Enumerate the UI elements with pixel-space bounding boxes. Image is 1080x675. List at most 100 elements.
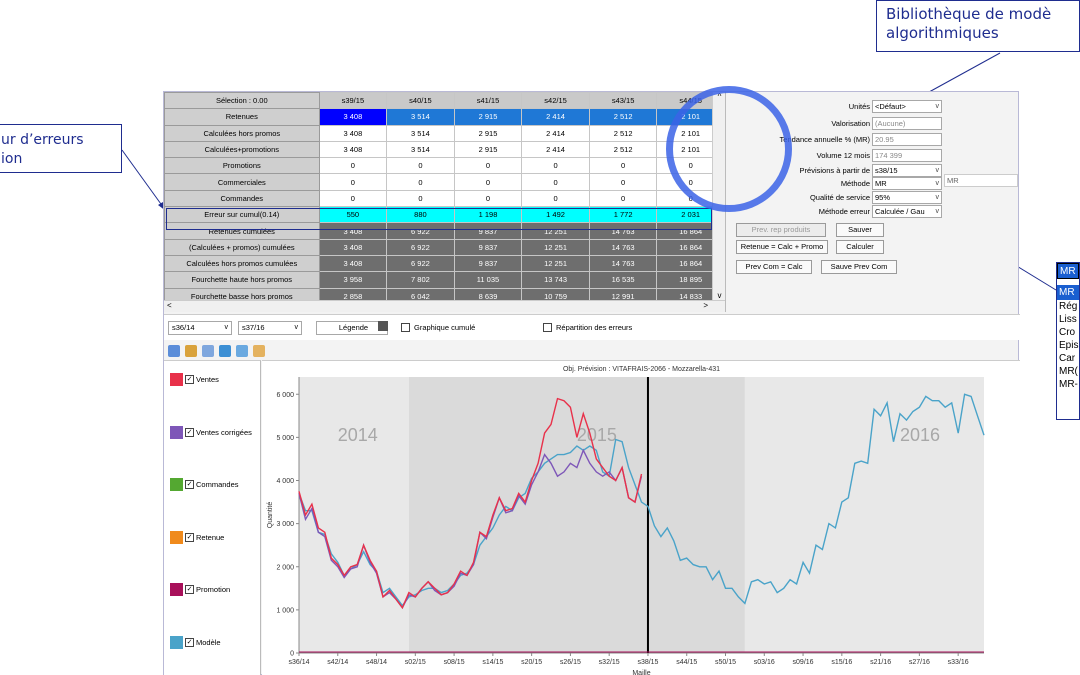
qualite-select[interactable]: 95% v xyxy=(872,191,942,204)
legend-checkbox[interactable]: ✓ xyxy=(185,480,194,489)
methode-select[interactable]: MR v xyxy=(872,177,942,190)
grid-cell[interactable]: 0 xyxy=(318,157,388,175)
grid-vertical-scrollbar[interactable]: ^ v xyxy=(712,92,725,300)
prevision-select[interactable]: s38/15 v xyxy=(872,164,942,177)
sauver-button[interactable]: Sauver xyxy=(836,223,884,237)
method-list-selected[interactable]: MR xyxy=(1057,285,1079,300)
grid-cell[interactable]: 0 xyxy=(453,189,523,208)
row-label[interactable]: Fourchette haute hors promos xyxy=(164,271,320,289)
grid-cell[interactable]: 16 535 xyxy=(588,271,658,289)
volume-field[interactable]: 174 399 xyxy=(872,149,942,162)
from-week-select[interactable]: s36/14 v xyxy=(168,321,232,335)
scroll-left-icon[interactable]: < xyxy=(167,301,172,310)
week-header[interactable]: s42/15 xyxy=(521,92,590,110)
grid-cell[interactable]: 1 492 xyxy=(521,206,590,224)
week-header[interactable]: s41/15 xyxy=(453,92,523,110)
grid-cell[interactable]: 2 512 xyxy=(588,108,658,126)
grid-cell[interactable]: 6 922 xyxy=(386,238,455,256)
grid-cell[interactable]: 6 922 xyxy=(386,254,455,273)
grid-cell[interactable]: 14 763 xyxy=(588,238,658,256)
grid-cell[interactable]: 16 864 xyxy=(656,254,725,273)
grid-cell[interactable]: 3 514 xyxy=(386,140,455,159)
row-label[interactable]: Commandes xyxy=(164,189,320,208)
grid-cell[interactable]: 7 802 xyxy=(386,271,455,289)
method-list-item[interactable]: Rég xyxy=(1059,301,1078,312)
grid-cell[interactable]: 0 xyxy=(521,173,590,191)
grid-cell[interactable]: 3 408 xyxy=(318,124,388,142)
legend-checkbox[interactable]: ✓ xyxy=(185,532,194,542)
grid-cell[interactable]: 12 251 xyxy=(521,238,590,256)
grid-cell[interactable]: 9 837 xyxy=(453,254,523,273)
row-label[interactable]: Retenues xyxy=(164,108,320,126)
grid-cell[interactable]: 3 514 xyxy=(386,108,455,126)
prev-com-calc-button[interactable]: Prev Com = Calc xyxy=(736,260,812,274)
tendance-field[interactable]: 20.95 xyxy=(872,133,942,146)
week-header[interactable]: s39/15 xyxy=(318,92,388,110)
grid-cell[interactable]: 2 915 xyxy=(453,124,523,142)
sauve-prev-com-button[interactable]: Sauve Prev Com xyxy=(821,260,897,274)
grid-cell[interactable]: 13 743 xyxy=(521,271,590,289)
grid-cell[interactable]: 3 408 xyxy=(318,140,388,159)
grid-cell[interactable]: 3 958 xyxy=(318,271,388,289)
repartition-checkbox[interactable] xyxy=(543,323,552,332)
grid-cell[interactable]: 2 512 xyxy=(588,140,658,159)
grid-cell[interactable]: 14 763 xyxy=(588,254,658,273)
grid-cell[interactable]: 16 864 xyxy=(656,238,725,256)
row-label[interactable]: Commerciales xyxy=(164,173,320,191)
grid-cell[interactable]: 0 xyxy=(318,189,388,208)
grid-cell[interactable]: 880 xyxy=(386,206,455,224)
unites-select[interactable]: <Défaut> v xyxy=(872,100,942,113)
grid-cell[interactable]: 3 408 xyxy=(318,108,388,126)
grid-cell[interactable]: 0 xyxy=(521,189,590,208)
grid-cell[interactable]: 11 035 xyxy=(453,271,523,289)
methode-erreur-select[interactable]: Calculée / Gau v xyxy=(872,205,942,218)
grid-cell[interactable]: 3 408 xyxy=(318,222,388,240)
grid-cell[interactable]: 9 837 xyxy=(453,222,523,240)
grid-cell[interactable]: 0 xyxy=(386,173,455,191)
scroll-up-icon[interactable]: ^ xyxy=(717,92,722,101)
valorisation-field[interactable]: (Aucune) xyxy=(872,117,942,130)
send-icon[interactable] xyxy=(219,345,231,357)
grid-cell[interactable]: 18 895 xyxy=(656,271,725,289)
legend-checkbox[interactable]: ✓ xyxy=(185,375,194,384)
grid-horizontal-scrollbar[interactable]: < > xyxy=(164,300,725,312)
week-header[interactable]: s43/15 xyxy=(588,92,658,110)
grid-cell[interactable]: 2 512 xyxy=(588,124,658,142)
method-list-item[interactable]: MR( xyxy=(1059,366,1078,377)
grid-cell[interactable]: 0 xyxy=(588,157,658,175)
week-header[interactable]: s44/15 xyxy=(656,92,725,110)
grid-cell[interactable]: 3 408 xyxy=(318,254,388,273)
grid-cell[interactable]: 0 xyxy=(453,173,523,191)
table-icon[interactable] xyxy=(202,345,214,357)
grid-cell[interactable]: 0 xyxy=(386,189,455,208)
grid-cell[interactable]: 3 514 xyxy=(386,124,455,142)
grid-cell[interactable]: 3 408 xyxy=(318,238,388,256)
method-list-item[interactable]: Epis xyxy=(1059,340,1079,351)
prev-rep-produits-button[interactable]: Prev. rep produits xyxy=(736,223,826,237)
row-label[interactable]: Promotions xyxy=(164,157,320,175)
grid-cell[interactable]: 0 xyxy=(318,173,388,191)
grid-cell[interactable]: 0 xyxy=(453,157,523,175)
row-label[interactable]: Erreur sur cumul(0.14) xyxy=(164,206,320,224)
grid-cell[interactable]: 2 414 xyxy=(521,108,590,126)
calculer-button[interactable]: Calculer xyxy=(836,240,884,254)
legend-checkbox[interactable]: ✓ xyxy=(185,585,194,594)
grid-cell[interactable]: 550 xyxy=(318,206,388,224)
grid-cell[interactable]: 9 837 xyxy=(453,238,523,256)
row-label[interactable]: Calculées hors promos xyxy=(164,124,320,142)
row-label[interactable]: (Calculées + promos) cumulées xyxy=(164,238,320,256)
to-week-select[interactable]: s37/16 v xyxy=(238,321,302,335)
grid-cell[interactable]: 0 xyxy=(588,189,658,208)
method-list-item[interactable]: Cro xyxy=(1059,327,1076,338)
graphique-cumule-checkbox[interactable] xyxy=(401,323,410,332)
retenue-calc-promo-button[interactable]: Retenue = Calc + Promo xyxy=(736,240,828,254)
grid-cell[interactable]: 2 414 xyxy=(521,124,590,142)
grid-cell[interactable]: 0 xyxy=(521,157,590,175)
grid-cell[interactable]: 0 xyxy=(588,173,658,191)
export-icon[interactable] xyxy=(168,345,180,357)
grid-cell[interactable]: 2 915 xyxy=(453,108,523,126)
methode-extra-field[interactable]: MR xyxy=(944,174,1018,187)
grid-cell[interactable]: 12 251 xyxy=(521,254,590,273)
row-label[interactable]: Calculées+promotions xyxy=(164,140,320,159)
scroll-down-icon[interactable]: v xyxy=(717,291,722,300)
